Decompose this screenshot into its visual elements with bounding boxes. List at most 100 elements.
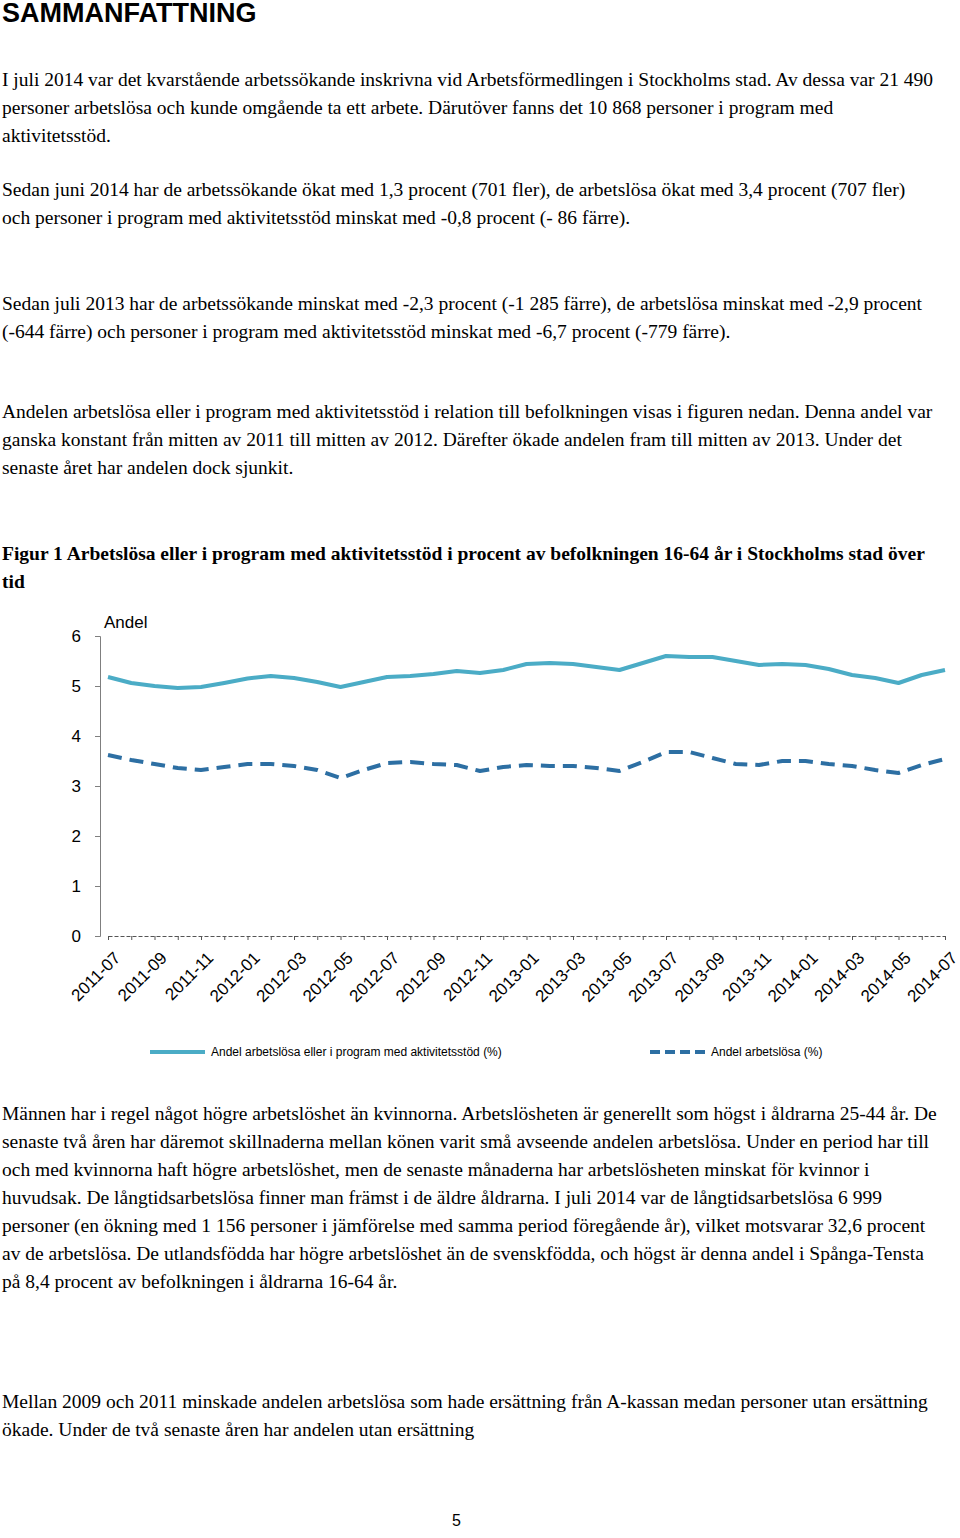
legend-swatch (150, 1050, 205, 1054)
page-number: 5 (452, 1512, 461, 1530)
y-tick-mark (95, 636, 100, 637)
x-tick-mark (596, 936, 597, 940)
y-axis: 0 1 2 3 4 5 6 (72, 627, 101, 946)
x-axis: 2011-072011-092011-112012-012012-032012-… (68, 936, 960, 1006)
x-tick-mark (201, 936, 202, 940)
x-tick (503, 936, 504, 940)
x-tick-label: 2012-01 (206, 948, 264, 1006)
x-tick (457, 936, 458, 940)
x-tick-label: 2014-03 (811, 948, 869, 1006)
x-tick-mark (457, 936, 458, 940)
series-line (108, 752, 945, 778)
x-tick-mark (317, 936, 318, 940)
paragraph: Andelen arbetslösa eller i program med a… (2, 398, 937, 482)
x-tick-mark (480, 936, 481, 940)
y-tick: 1 (72, 877, 100, 896)
x-tick-mark (736, 936, 737, 940)
x-tick-label: 2012-07 (346, 948, 404, 1006)
x-tick-mark (248, 936, 249, 940)
x-tick-label: 2013-11 (719, 948, 776, 1005)
x-tick (178, 936, 179, 940)
x-tick-mark (224, 936, 225, 940)
x-tick-mark (573, 936, 574, 940)
x-tick-mark (131, 936, 132, 940)
x-tick (596, 936, 597, 940)
x-tick (364, 936, 365, 940)
x-tick-label: 2012-05 (299, 948, 357, 1006)
x-tick-label: 2011-09 (114, 948, 171, 1005)
x-tick-mark (782, 936, 783, 940)
x-tick (410, 936, 411, 940)
paragraph: Sedan juli 2013 har de arbetssökande min… (2, 290, 937, 346)
plot-area (108, 656, 945, 778)
y-tick-label: 2 (72, 827, 81, 846)
y-tick: 5 (72, 677, 100, 696)
x-tick-mark (364, 936, 365, 940)
x-tick-label: 2013-09 (671, 948, 729, 1006)
x-tick (271, 936, 272, 940)
y-axis-title: Andel (104, 613, 147, 632)
x-tick: 2012-09 (392, 936, 450, 1006)
x-tick-label: 2014-05 (857, 948, 915, 1006)
y-tick-label: 5 (72, 677, 81, 696)
x-tick-mark (713, 936, 714, 940)
x-tick (224, 936, 225, 940)
x-tick-mark (922, 936, 923, 940)
x-tick-label: 2014-01 (764, 948, 822, 1006)
paragraph: I juli 2014 var det kvarstående arbetssö… (2, 66, 937, 150)
y-tick: 6 (72, 627, 100, 646)
x-tick-label: 2012-09 (392, 948, 450, 1006)
legend-item: Andel arbetslösa eller i program med akt… (150, 1045, 502, 1059)
x-tick: 2011-07 (68, 936, 125, 1005)
x-tick: 2013-09 (671, 936, 729, 1006)
x-tick-mark (852, 936, 853, 940)
x-tick (131, 936, 132, 940)
x-tick (922, 936, 923, 940)
x-tick (643, 936, 644, 940)
legend: Andel arbetslösa eller i program med akt… (150, 1045, 822, 1059)
y-tick-label: 1 (72, 877, 81, 896)
y-tick: 2 (72, 827, 100, 846)
legend-label: Andel arbetslösa (%) (711, 1045, 822, 1059)
series-line (108, 656, 945, 688)
y-tick-label: 3 (72, 777, 81, 796)
x-tick-mark (527, 936, 528, 940)
y-tick-mark (95, 936, 100, 937)
y-tick-mark (95, 886, 100, 887)
y-tick: 4 (72, 727, 100, 746)
x-tick-mark (666, 936, 667, 940)
paragraph: Männen har i regel något högre arbetslös… (2, 1100, 937, 1296)
y-tick-label: 6 (72, 627, 81, 646)
x-tick (689, 936, 690, 940)
x-tick-label: 2011-07 (68, 948, 125, 1005)
x-tick (875, 936, 876, 940)
y-tick-label: 0 (72, 927, 81, 946)
x-tick (736, 936, 737, 940)
x-tick-mark (945, 936, 946, 940)
x-tick (829, 936, 830, 940)
x-tick: 2014-07 (904, 936, 960, 1006)
x-tick-mark (294, 936, 295, 940)
y-tick: 0 (72, 927, 100, 946)
x-tick (782, 936, 783, 940)
x-tick (550, 936, 551, 940)
x-tick-mark (875, 936, 876, 940)
x-tick-mark (899, 936, 900, 940)
heading: SAMMANFATTNING (2, 0, 256, 29)
y-tick-mark (95, 686, 100, 687)
y-tick-mark (95, 836, 100, 837)
x-tick-label: 2012-03 (253, 948, 311, 1006)
x-tick-mark (643, 936, 644, 940)
legend-swatch (650, 1050, 705, 1054)
figure-caption: Figur 1 Arbetslösa eller i program med a… (2, 540, 937, 596)
legend-item: Andel arbetslösa (%) (650, 1045, 822, 1059)
x-tick-label: 2014-07 (904, 948, 960, 1006)
x-tick: 2011-09 (114, 936, 171, 1005)
legend-label: Andel arbetslösa eller i program med akt… (211, 1045, 502, 1059)
x-tick-mark (620, 936, 621, 940)
paragraph: Sedan juni 2014 har de arbetssökande öka… (2, 176, 937, 232)
x-tick-mark (806, 936, 807, 940)
x-tick (317, 936, 318, 940)
x-tick-mark (410, 936, 411, 940)
x-tick-mark (503, 936, 504, 940)
